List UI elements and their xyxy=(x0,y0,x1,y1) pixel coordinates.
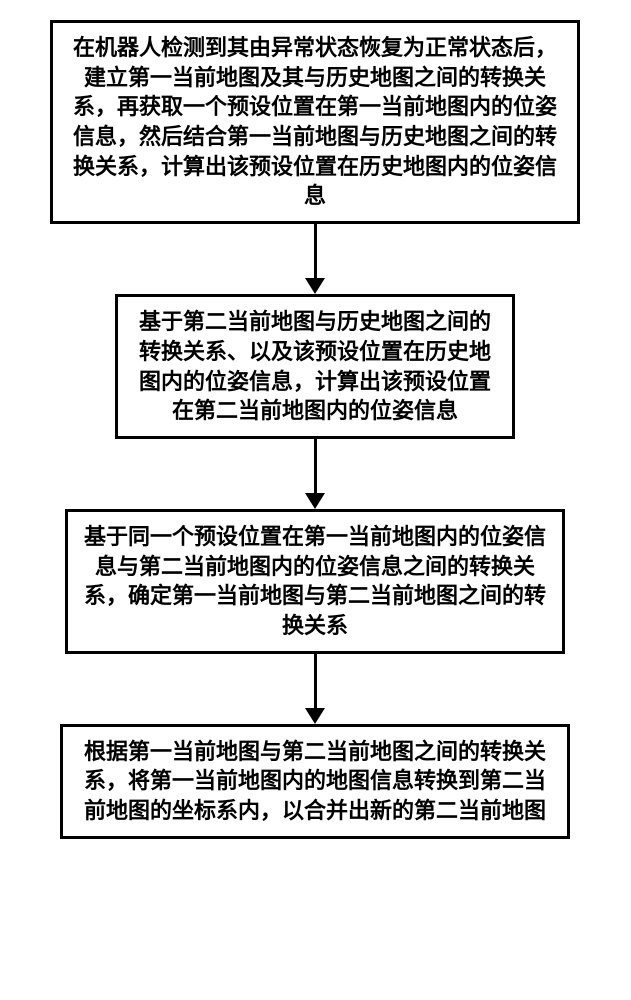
arrow-2 xyxy=(305,439,325,509)
flowchart-step-2: 基于第二当前地图与历史地图之间的转换关系、以及该预设位置在历史地图内的位姿信息，… xyxy=(115,294,515,439)
arrow-3 xyxy=(305,654,325,724)
arrow-head-icon xyxy=(305,493,325,509)
arrow-line xyxy=(314,654,317,708)
arrow-head-icon xyxy=(305,278,325,294)
flowchart-step-4: 根据第一当前地图与第二当前地图之间的转换关系，将第一当前地图内的地图信息转换到第… xyxy=(60,724,570,839)
arrow-head-icon xyxy=(305,708,325,724)
arrow-line xyxy=(314,439,317,493)
flowchart-step-1: 在机器人检测到其由异常状态恢复为正常状态后，建立第一当前地图及其与历史地图之间的… xyxy=(50,20,580,224)
flowchart-container: 在机器人检测到其由异常状态恢复为正常状态后，建立第一当前地图及其与历史地图之间的… xyxy=(50,20,580,839)
flowchart-step-3: 基于同一个预设位置在第一当前地图内的位姿信息与第二当前地图内的位姿信息之间的转换… xyxy=(65,509,565,654)
arrow-1 xyxy=(305,224,325,294)
arrow-line xyxy=(314,224,317,278)
